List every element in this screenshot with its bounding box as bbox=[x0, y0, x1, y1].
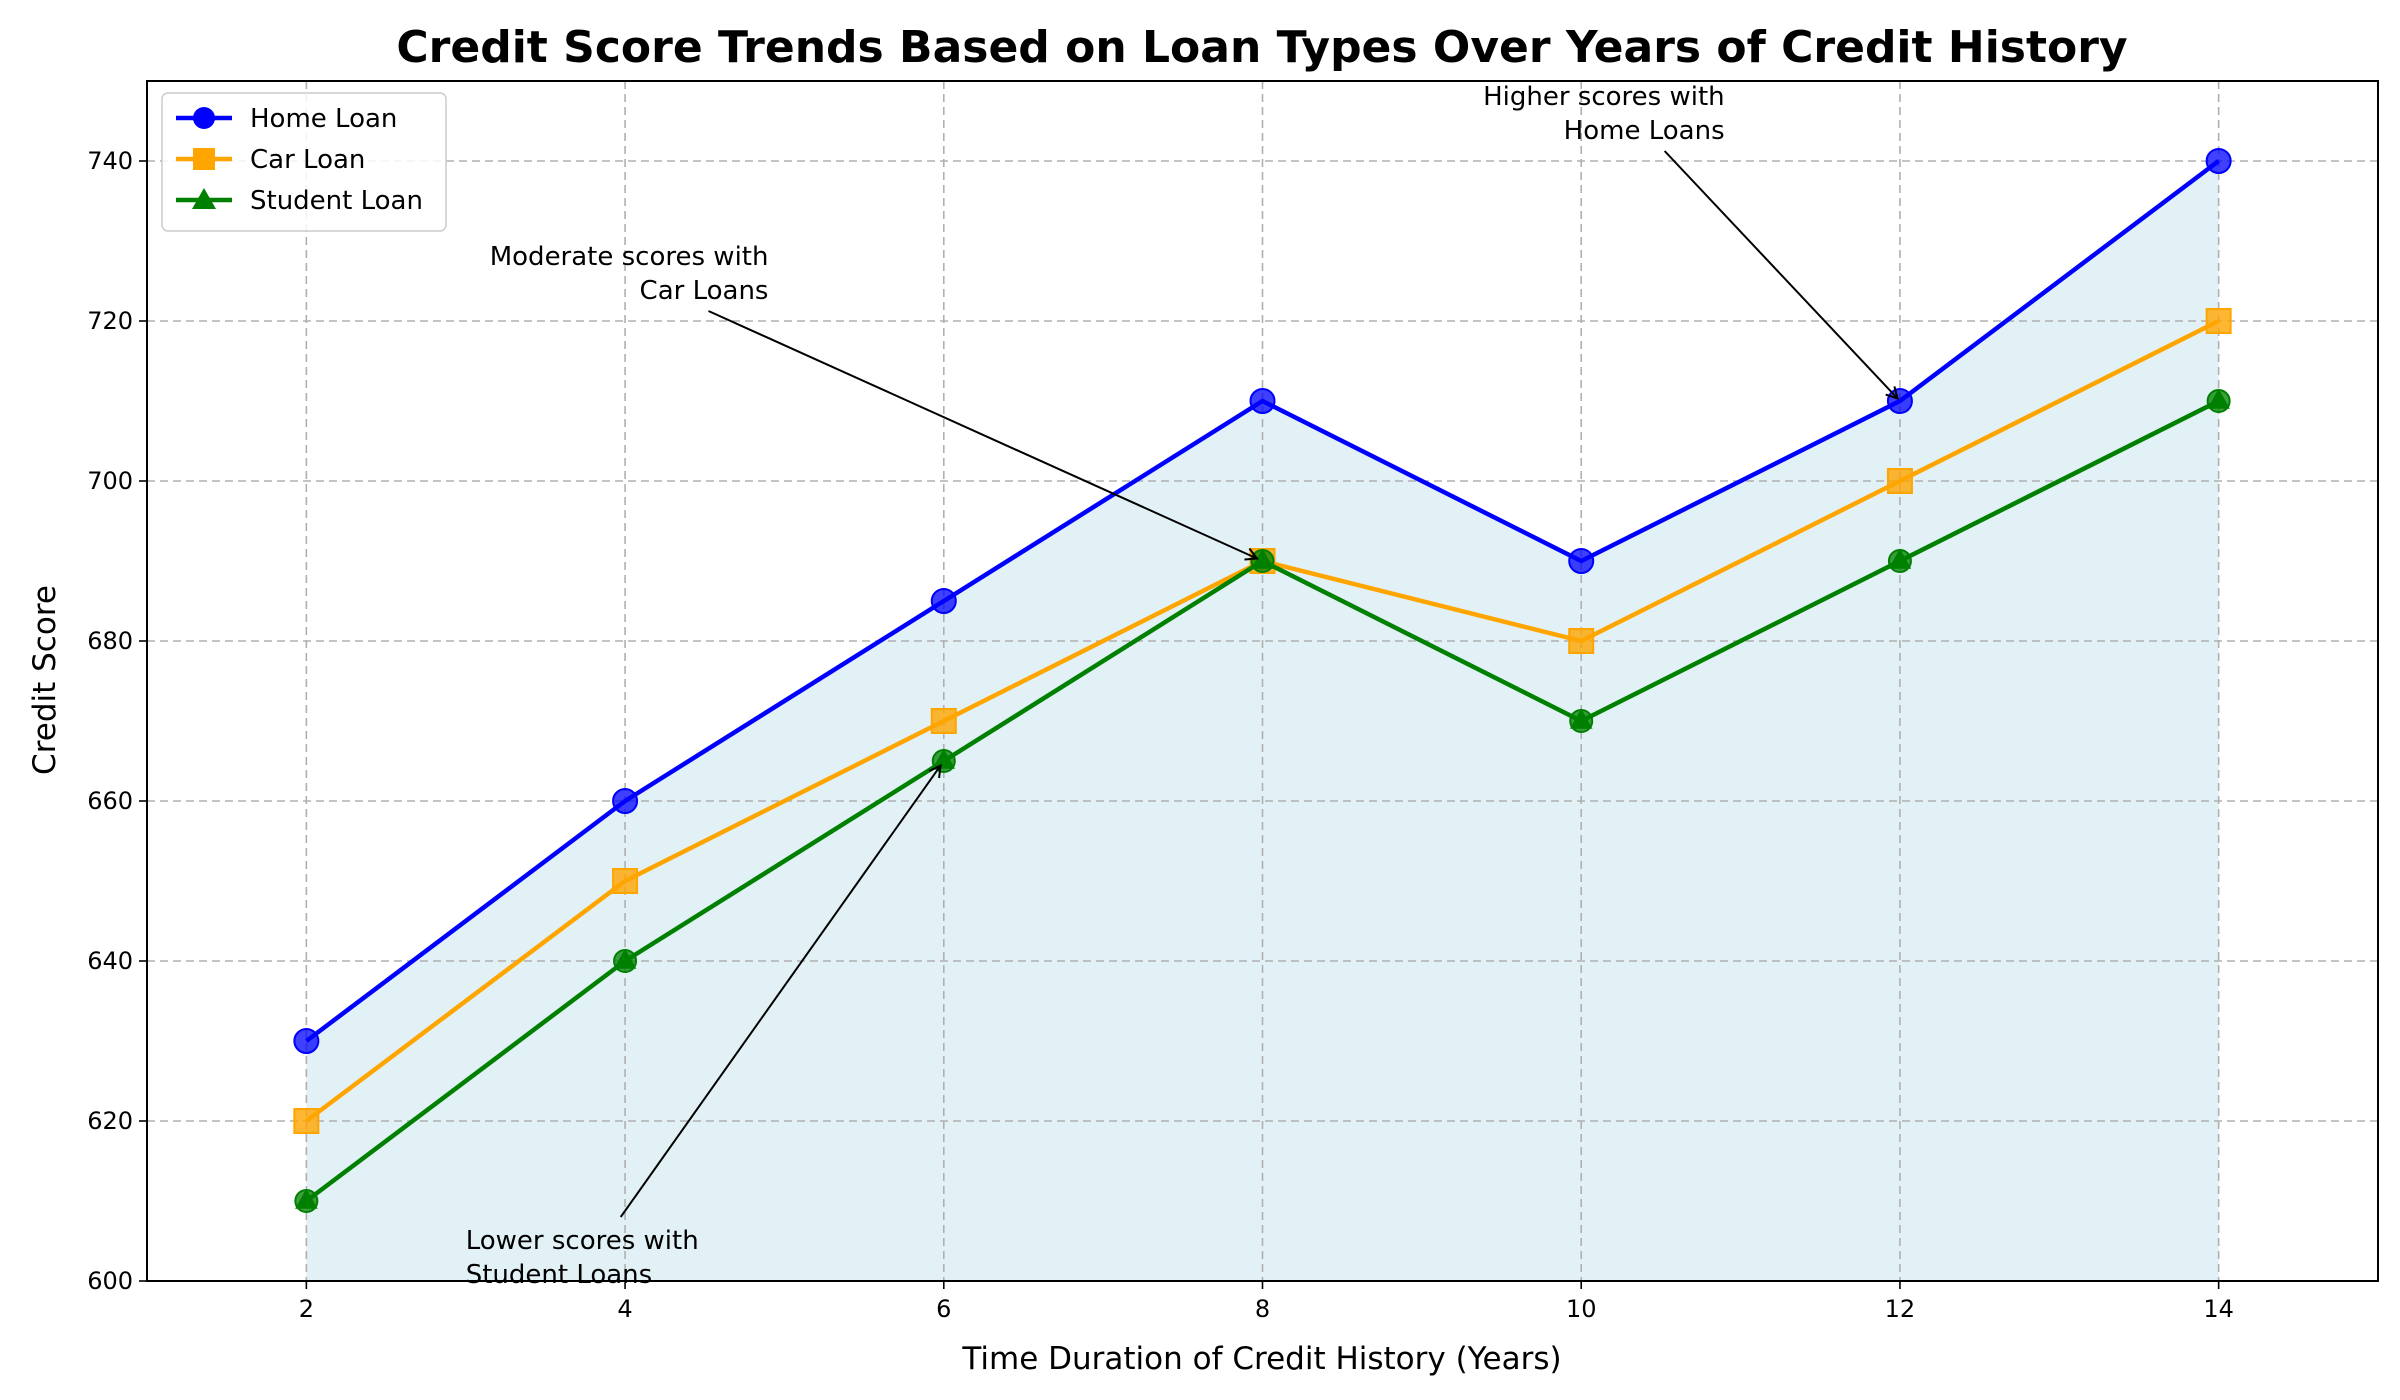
data-point-marker-student-loan bbox=[1888, 548, 1912, 569]
chart-title: Credit Score Trends Based on Loan Types … bbox=[396, 22, 2127, 73]
annotation-arrow bbox=[619, 766, 941, 1218]
data-point-home-loan bbox=[930, 588, 957, 614]
data-point-car-loan bbox=[612, 868, 639, 894]
y-tick-label: 700 bbox=[87, 467, 133, 495]
y-tick-label: 720 bbox=[87, 307, 133, 335]
legend-marker-home-loan bbox=[193, 107, 215, 129]
y-tick-label: 640 bbox=[87, 947, 133, 975]
data-point-home-loan bbox=[1568, 548, 1595, 574]
legend-box bbox=[161, 92, 447, 232]
data-point-marker-student-loan bbox=[613, 948, 637, 969]
x-tick-label: 14 bbox=[2203, 1295, 2234, 1323]
annotation-arrow bbox=[1663, 150, 1898, 399]
data-point-home-loan bbox=[2205, 148, 2232, 174]
data-point-home-loan bbox=[1249, 388, 1276, 414]
y-tick-label: 600 bbox=[87, 1267, 133, 1295]
annotation-text: Home Loans bbox=[1564, 116, 1725, 146]
data-point-home-loan bbox=[293, 1028, 320, 1054]
data-point-car-loan bbox=[293, 1108, 320, 1134]
annotation-text: Student Loans bbox=[466, 1260, 653, 1290]
data-point-marker-student-loan bbox=[932, 748, 956, 769]
annotation-text: Moderate scores with bbox=[490, 242, 769, 272]
x-tick-label: 12 bbox=[1885, 1295, 1916, 1323]
annotation-text: Car Loans bbox=[640, 276, 769, 306]
data-point-car-loan bbox=[1568, 628, 1595, 654]
legend-label-car-loan: Car Loan bbox=[250, 145, 365, 175]
annotation-text: Higher scores with bbox=[1483, 82, 1725, 112]
data-point-marker-student-loan bbox=[1569, 708, 1593, 729]
x-tick-label: 4 bbox=[617, 1295, 632, 1323]
legend-marker-student-loan bbox=[192, 188, 216, 209]
legend-marker-car-loan bbox=[193, 148, 215, 170]
x-axis-title: Time Duration of Credit History (Years) bbox=[961, 1341, 1561, 1377]
legend-label-home-loan: Home Loan bbox=[250, 104, 397, 134]
data-point-car-loan bbox=[1886, 468, 1913, 494]
y-tick-label: 660 bbox=[87, 787, 133, 815]
x-tick-label: 2 bbox=[299, 1295, 314, 1323]
legend: Home Loan Car Loan Student Loan bbox=[161, 92, 447, 232]
data-point-marker-student-loan bbox=[2207, 388, 2230, 409]
x-tick-label: 10 bbox=[1566, 1295, 1597, 1323]
data-point-home-loan bbox=[612, 788, 639, 814]
y-tick-label: 740 bbox=[87, 147, 133, 175]
annotation-arrow bbox=[708, 310, 1256, 559]
x-tick-label: 6 bbox=[936, 1295, 951, 1323]
x-tick-label: 8 bbox=[1255, 1295, 1270, 1323]
data-point-car-loan bbox=[2205, 308, 2232, 334]
legend-label-student-loan: Student Loan bbox=[250, 186, 423, 216]
y-axis-title: Credit Score bbox=[27, 585, 63, 775]
annotation-text: Lower scores with bbox=[466, 1226, 699, 1256]
y-tick-label: 680 bbox=[87, 627, 133, 655]
data-point-car-loan bbox=[930, 708, 957, 734]
data-point-marker-student-loan bbox=[295, 1188, 318, 1209]
y-tick-label: 620 bbox=[87, 1107, 133, 1135]
